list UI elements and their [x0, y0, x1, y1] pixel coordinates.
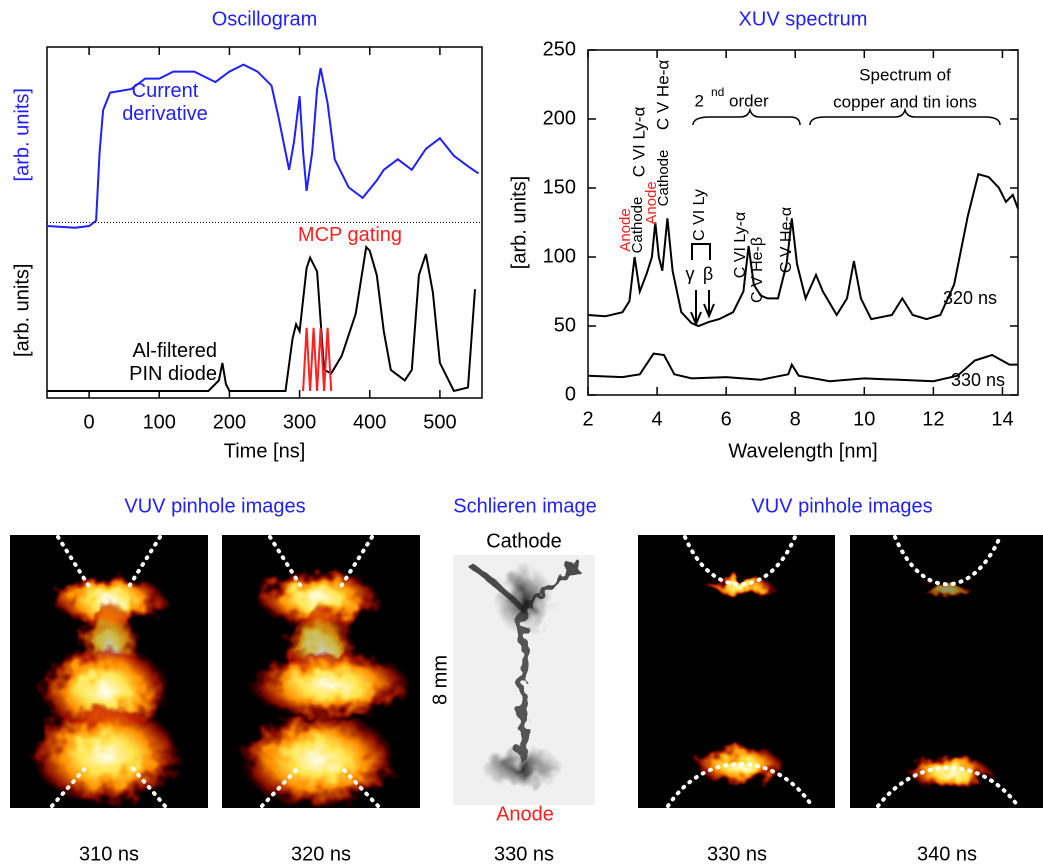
series-label: Al-filtered PIN diode	[129, 340, 217, 385]
annotation: C VI Ly	[691, 189, 708, 241]
chart-title: XUV spectrum	[739, 8, 868, 30]
x-tick-label: 2	[582, 408, 593, 430]
annotation: γ	[686, 264, 695, 284]
series-line	[302, 327, 333, 392]
annotation: Anode	[617, 208, 634, 251]
y-axis-label: [arb. units]	[11, 88, 33, 181]
x-axis-label: Time [ns]	[224, 440, 306, 462]
annotation: C V He-α	[778, 207, 795, 273]
annotation: C VI Ly-α	[732, 212, 749, 278]
image-caption: 330 ns	[494, 843, 554, 865]
pinhole-image-340	[850, 535, 1043, 808]
x-axis-label: Wavelength [nm]	[728, 440, 877, 462]
pinhole-image-310	[10, 535, 208, 808]
image-caption: 330 ns	[707, 843, 767, 865]
image-title: VUV pinhole images	[751, 495, 932, 517]
annotation: Cathode	[629, 197, 646, 254]
x-tick-label: 12	[922, 408, 944, 430]
x-tick-label: 300	[283, 411, 316, 433]
y-tick-label: 100	[543, 245, 576, 267]
x-tick-label: 100	[143, 411, 176, 433]
image-title: VUV pinhole images	[124, 495, 305, 517]
schlieren-label: Cathode	[486, 530, 562, 552]
annotation: Cathode	[655, 150, 672, 207]
series-label: 330 ns	[951, 370, 1005, 390]
y-tick-label: 200	[543, 107, 576, 129]
series-label: MCP gating	[297, 224, 403, 246]
annotation: order	[729, 91, 769, 110]
series-label: Current derivative	[122, 80, 208, 125]
annotation: 2	[695, 91, 704, 110]
series-line	[47, 245, 476, 393]
y-axis-label: [arb. units]	[508, 176, 530, 269]
pinhole-image-330	[638, 535, 835, 808]
annotation: C V He-α	[653, 60, 672, 130]
annotation: Anode	[643, 181, 660, 224]
line-markers	[690, 107, 1001, 327]
x-tick-label: 14	[991, 408, 1013, 430]
series-label: 320 ns	[943, 288, 997, 308]
x-tick-label: 4	[652, 408, 663, 430]
y-axis-label: [arb. units]	[11, 264, 33, 357]
schlieren-label: 8 mm	[429, 655, 451, 705]
series-line	[587, 352, 1018, 383]
pinhole-image-320	[222, 535, 420, 808]
image-caption: 340 ns	[917, 843, 977, 865]
x-tick-label: 400	[353, 411, 386, 433]
image-title: Schlieren image	[453, 495, 596, 517]
x-tick-label: 200	[213, 411, 246, 433]
plot-frame	[587, 49, 1019, 396]
image-caption: 310 ns	[79, 843, 139, 865]
y-tick-label: 250	[543, 38, 576, 60]
y-tick-label: 150	[543, 176, 576, 198]
schlieren-image	[453, 555, 595, 805]
annotation: C V He-β	[749, 237, 766, 303]
annotation: copper and tin ions	[833, 92, 977, 111]
schlieren-label: Anode	[496, 803, 554, 825]
x-tick-label: 500	[423, 411, 456, 433]
image-caption: 320 ns	[291, 843, 351, 865]
annotation: β	[703, 264, 713, 284]
y-tick-label: 0	[565, 383, 576, 405]
x-tick-label: 8	[790, 408, 801, 430]
series-line	[587, 172, 1019, 328]
x-tick-label: 0	[84, 411, 95, 433]
series-line	[46, 63, 480, 229]
y-tick-label: 50	[554, 314, 576, 336]
chart-title: Oscillogram	[212, 8, 318, 30]
x-tick-label: 6	[721, 408, 732, 430]
annotation: C VI Ly-α	[629, 107, 648, 178]
annotation: nd	[711, 85, 724, 99]
annotation: Spectrum of	[859, 65, 951, 84]
x-tick-label: 10	[853, 408, 875, 430]
